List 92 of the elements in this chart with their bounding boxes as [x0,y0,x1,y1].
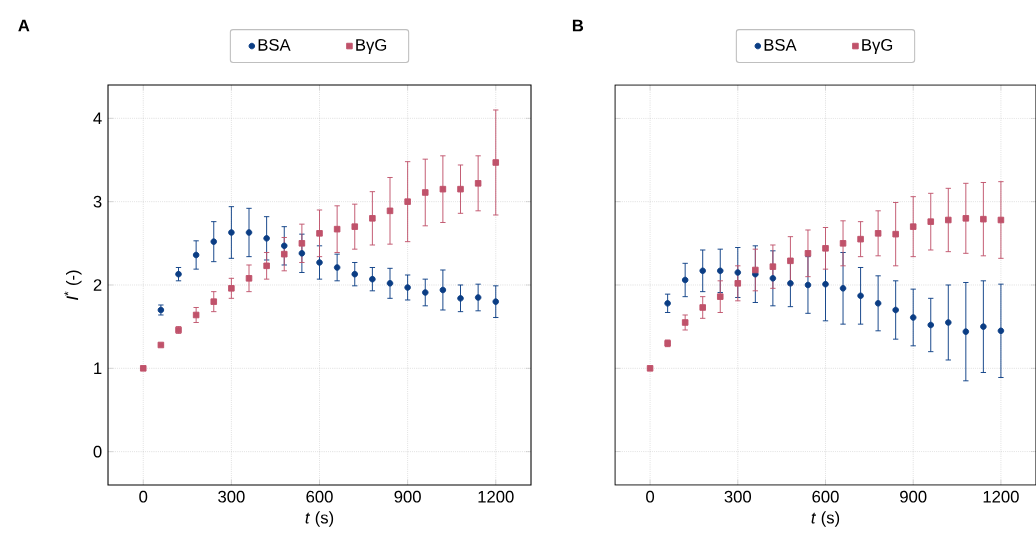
point [909,223,917,230]
point [769,263,777,270]
point [369,215,376,222]
y-axis-title: I$^{*}$ (-) [64,270,82,300]
point [492,298,500,305]
point [839,240,847,247]
point [945,216,952,224]
point [474,294,482,301]
point [457,295,464,302]
point [386,280,394,287]
point [997,327,1005,335]
point [280,250,288,258]
y-tick-label: 2 [93,279,102,291]
point [192,251,200,259]
point [962,215,970,222]
point [210,238,218,245]
x-tick-label: 900 [900,490,927,503]
x-axis-title: t (s) [811,511,840,527]
point [699,267,706,275]
y-tick-label: 1 [94,362,102,375]
point [857,235,864,243]
legend-label: BγG [862,39,893,55]
x-tick-label: 600 [306,490,333,503]
point [927,218,935,225]
point [892,306,899,314]
point [245,275,253,282]
point [892,230,899,238]
point [787,257,794,265]
x-tick-label: 0 [646,490,655,503]
point [192,311,200,319]
point [210,298,218,305]
point [734,280,742,287]
point [857,292,864,300]
point [804,281,812,289]
x-tick-label: 1200 [983,490,1019,503]
point [404,284,411,291]
chart-title: A [18,19,30,32]
x-axis-title: t (s) [305,511,334,527]
point [280,242,288,250]
point [421,289,429,296]
point [664,300,671,307]
point [681,276,689,284]
x-tick-label: 0 [139,490,148,503]
chart-title: B [572,19,584,32]
y-tick-label: 0 [93,445,102,458]
point [333,264,341,271]
point [421,189,429,196]
point [962,328,970,335]
x-tick-label: 300 [218,490,245,503]
point [874,230,882,237]
point [245,229,253,236]
point [734,269,742,276]
legend-label: BSA [764,39,797,51]
point [439,286,447,294]
point [474,180,482,187]
point [945,319,952,326]
x-tick-label: 1200 [478,490,514,503]
point [980,323,987,330]
point [228,229,235,236]
x-tick-label: 300 [724,490,752,503]
point [681,319,689,326]
point [909,314,917,321]
point [997,216,1005,224]
point [369,275,376,283]
point [228,285,235,292]
point [263,235,270,242]
x-tick-label: 600 [812,490,839,503]
point [874,300,882,307]
y-tick-label: 4 [93,112,102,125]
point [457,185,464,193]
point [351,223,359,230]
point [333,225,341,233]
point [439,185,447,193]
point [769,275,777,282]
point [752,266,759,274]
point [298,240,306,247]
legend-label: BSA [258,39,291,51]
point [716,267,724,275]
point [298,250,306,257]
point [351,270,359,278]
point [839,285,847,292]
y-tick-label: 3 [93,195,102,208]
point [404,198,411,205]
point [927,321,935,329]
point [822,280,829,288]
point [386,207,394,215]
point [980,215,987,223]
point [492,159,500,166]
x-tick-label: 900 [394,490,421,503]
legend-label: BγG [356,39,387,55]
point [316,230,323,237]
point [699,304,706,311]
